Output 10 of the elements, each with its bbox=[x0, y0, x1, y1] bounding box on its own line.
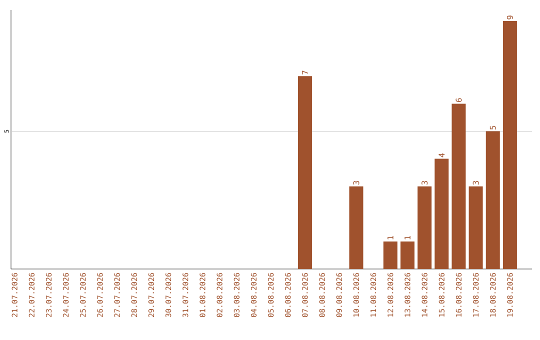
bar bbox=[383, 241, 398, 269]
bar bbox=[452, 104, 466, 269]
bar bbox=[418, 186, 432, 269]
bar bbox=[400, 241, 414, 269]
bar bbox=[502, 21, 517, 269]
bar bbox=[349, 186, 364, 269]
bar bbox=[486, 131, 500, 269]
bar bbox=[468, 186, 483, 269]
bar bbox=[434, 158, 449, 269]
bar bbox=[298, 76, 312, 269]
